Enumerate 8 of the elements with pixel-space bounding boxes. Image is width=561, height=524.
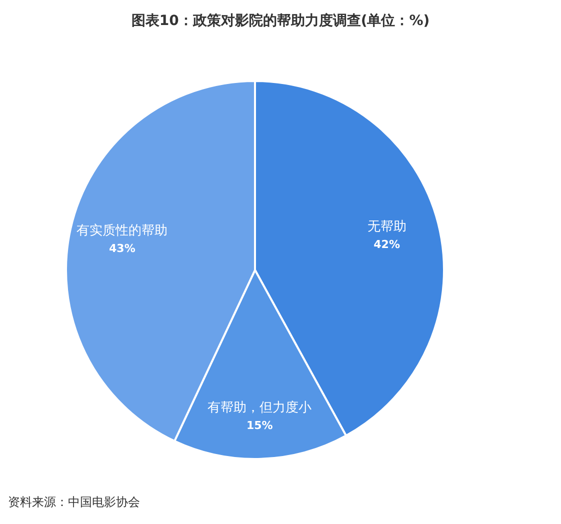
slice-label: 有帮助，但力度小 [208,400,312,416]
data-label: 43% [109,242,136,256]
data-label: 15% [246,419,273,432]
chart-title: 图表10：政策对影院的帮助力度调查(单位：%) [130,12,431,30]
data-label: 42% [374,238,400,252]
slice-label: 有实质性的帮助 [76,224,168,239]
text: 资料来源：中国电影协会 [8,494,140,511]
slice-label: 无帮助 [367,220,406,235]
